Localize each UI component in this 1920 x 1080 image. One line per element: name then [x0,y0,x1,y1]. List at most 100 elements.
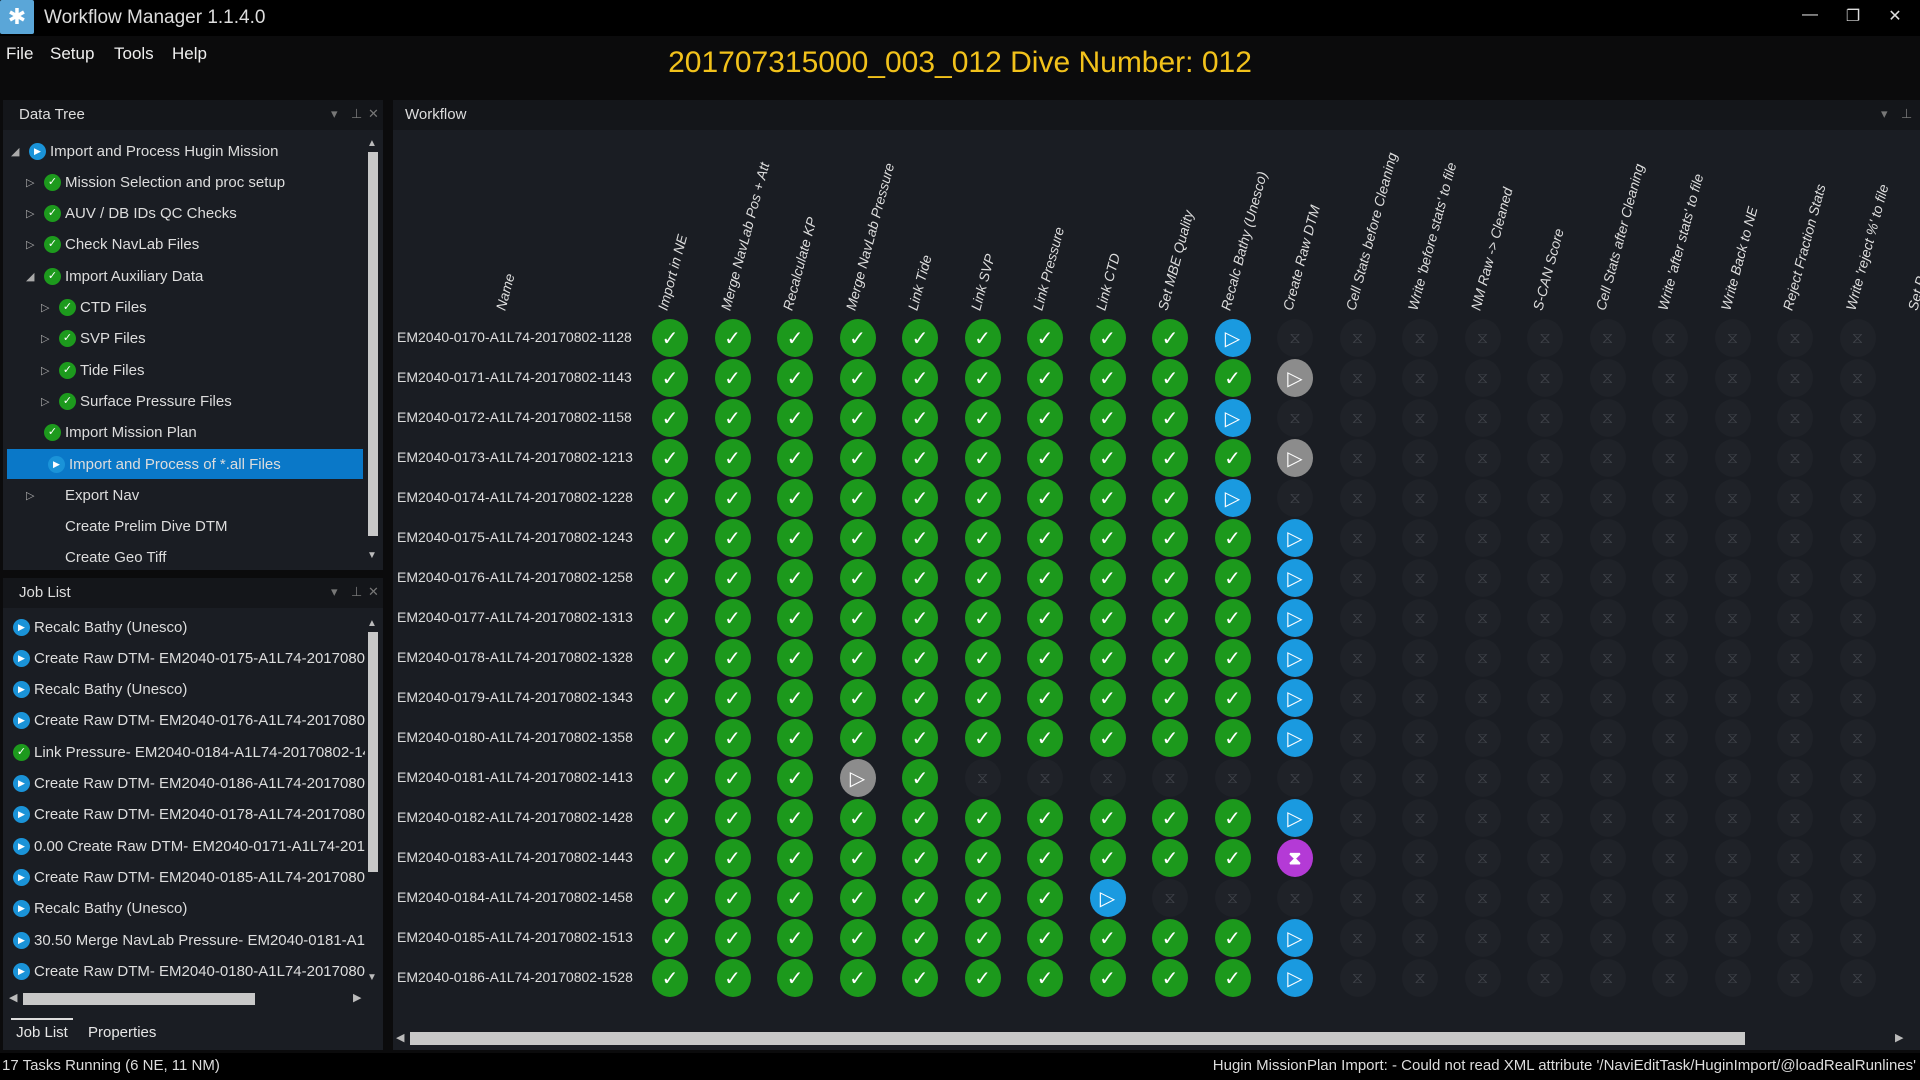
check-icon[interactable]: ✓ [652,399,688,437]
job-item[interactable]: ▶ 0.00 Create Raw DTM- EM2040-0171-A1L74-… [13,831,365,861]
check-icon[interactable]: ✓ [1152,519,1188,557]
check-icon[interactable]: ✓ [777,639,813,677]
check-icon[interactable]: ✓ [1152,919,1188,957]
check-icon[interactable]: ✓ [1214,599,1251,637]
scroll-down-icon[interactable]: ▼ [367,972,377,983]
check-icon[interactable]: ✓ [839,319,876,357]
pending-hourglass-icon[interactable]: ⧖ [1652,559,1688,597]
pending-hourglass-icon[interactable]: ⧖ [1839,759,1876,797]
pending-hourglass-icon[interactable]: ⧖ [1589,959,1626,997]
job-scrollbar[interactable]: ▲ ▼ [367,618,379,988]
pending-hourglass-icon[interactable]: ⧖ [1839,719,1876,757]
pending-hourglass-icon[interactable]: ⧖ [1777,639,1813,677]
pending-hourglass-icon[interactable]: ⧖ [1652,639,1688,677]
row-name[interactable]: EM2040-0174-A1L74-20170802-1228 [397,489,633,505]
check-icon[interactable]: ✓ [1027,559,1063,597]
queued-play-icon[interactable]: ▷ [839,759,876,797]
pending-hourglass-icon[interactable]: ⧖ [1402,519,1438,557]
pending-hourglass-icon[interactable]: ⧖ [1527,599,1563,637]
pending-hourglass-icon[interactable]: ⧖ [1277,399,1313,437]
menu-file[interactable]: File [6,44,34,63]
expand-arrow-icon[interactable]: ▷ [41,333,50,346]
tab-job-list[interactable]: Job List [11,1018,73,1041]
scroll-up-icon[interactable]: ▲ [367,138,377,149]
pending-hourglass-icon[interactable]: ⧖ [1652,599,1688,637]
pending-hourglass-icon[interactable]: ⧖ [1339,879,1376,917]
pending-hourglass-icon[interactable]: ⧖ [1652,759,1688,797]
pending-hourglass-icon[interactable]: ⧖ [1339,599,1376,637]
pending-hourglass-icon[interactable]: ⧖ [1714,359,1751,397]
pending-hourglass-icon[interactable]: ⧖ [1339,799,1376,837]
check-icon[interactable]: ✓ [652,439,688,477]
check-icon[interactable]: ✓ [714,359,751,397]
pending-hourglass-icon[interactable]: ⧖ [1464,719,1501,757]
pending-hourglass-icon[interactable]: ⧖ [1714,319,1751,357]
pending-hourglass-icon[interactable]: ⧖ [1777,839,1813,877]
expand-arrow-icon[interactable]: ▷ [26,239,35,252]
check-icon[interactable]: ✓ [964,719,1001,757]
pending-hourglass-icon[interactable]: ⧖ [1652,959,1688,997]
check-icon[interactable]: ✓ [652,519,688,557]
play-icon[interactable]: ▷ [1277,719,1313,757]
pending-hourglass-icon[interactable]: ⧖ [1714,639,1751,677]
play-icon[interactable]: ▷ [1277,799,1313,837]
expand-arrow-icon[interactable]: ▷ [41,364,50,377]
pending-hourglass-icon[interactable]: ⧖ [1464,639,1501,677]
pending-hourglass-icon[interactable]: ⧖ [1527,959,1563,997]
pending-hourglass-icon[interactable]: ⧖ [1339,559,1376,597]
pending-hourglass-icon[interactable]: ⧖ [1839,519,1876,557]
check-icon[interactable]: ✓ [839,919,876,957]
check-icon[interactable]: ✓ [902,759,938,797]
pending-hourglass-icon[interactable]: ⧖ [1402,919,1438,957]
pending-hourglass-icon[interactable]: ⧖ [1777,399,1813,437]
tree-item[interactable]: ▷ ✓ Tide Files [41,355,144,385]
pending-hourglass-icon[interactable]: ⧖ [1464,479,1501,517]
expand-arrow-icon[interactable]: ▷ [41,302,50,314]
play-icon[interactable]: ▷ [1277,519,1313,557]
play-icon[interactable]: ▷ [1277,639,1313,677]
check-icon[interactable]: ✓ [839,559,876,597]
play-icon[interactable]: ▷ [1089,879,1126,917]
check-icon[interactable]: ✓ [1214,559,1251,597]
pending-hourglass-icon[interactable]: ⧖ [1527,439,1563,477]
check-icon[interactable]: ✓ [902,599,938,637]
check-icon[interactable]: ✓ [714,759,751,797]
check-icon[interactable]: ✓ [777,679,813,717]
pending-hourglass-icon[interactable]: ⧖ [1714,959,1751,997]
check-icon[interactable]: ✓ [839,439,876,477]
scroll-right-icon[interactable]: ▶ [353,992,362,1004]
pending-hourglass-icon[interactable]: ⧖ [1777,359,1813,397]
pending-hourglass-icon[interactable]: ⧖ [1589,319,1626,357]
play-icon[interactable]: ▷ [1214,319,1251,357]
row-name[interactable]: EM2040-0176-A1L74-20170802-1258 [397,569,633,585]
check-icon[interactable]: ✓ [964,879,1001,917]
scroll-left-icon[interactable]: ◀ [9,992,18,1004]
pending-hourglass-icon[interactable]: ⧖ [1339,639,1376,677]
pending-hourglass-icon[interactable]: ⧖ [1277,319,1313,357]
pending-hourglass-icon[interactable]: ⧖ [1839,679,1876,717]
close-panel-icon[interactable]: ✕ [368,584,379,599]
pending-hourglass-icon[interactable]: ⧖ [1777,879,1813,917]
check-icon[interactable]: ✓ [1214,439,1251,477]
check-icon[interactable]: ✓ [777,879,813,917]
tree-item[interactable]: ▶ Import and Process of *.all Files [7,449,363,479]
pending-hourglass-icon[interactable]: ⧖ [1464,679,1501,717]
check-icon[interactable]: ✓ [714,839,751,877]
pending-hourglass-icon[interactable]: ⧖ [1839,359,1876,397]
pending-hourglass-icon[interactable]: ⧖ [1839,839,1876,877]
pending-hourglass-icon[interactable]: ⧖ [1527,519,1563,557]
pending-hourglass-icon[interactable]: ⧖ [1339,479,1376,517]
hourglass-icon[interactable]: ⧗ [1277,839,1313,877]
pending-hourglass-icon[interactable]: ⧖ [1589,679,1626,717]
pending-hourglass-icon[interactable]: ⧖ [1402,439,1438,477]
job-item[interactable]: ▶ Create Raw DTM- EM2040-0175-A1L74-20170… [13,643,365,673]
check-icon[interactable]: ✓ [1152,799,1188,837]
pending-hourglass-icon[interactable]: ⧖ [1839,639,1876,677]
pending-hourglass-icon[interactable]: ⧖ [1589,639,1626,677]
pending-hourglass-icon[interactable]: ⧖ [1839,959,1876,997]
pending-hourglass-icon[interactable]: ⧖ [1527,639,1563,677]
job-item[interactable]: ▶ 30.50 Merge NavLab Pressure- EM2040-018… [13,925,365,955]
pending-hourglass-icon[interactable]: ⧖ [1652,479,1688,517]
job-item[interactable]: ▶ Create Raw DTM- EM2040-0176-A1L74-20170… [13,706,365,736]
check-icon[interactable]: ✓ [902,639,938,677]
